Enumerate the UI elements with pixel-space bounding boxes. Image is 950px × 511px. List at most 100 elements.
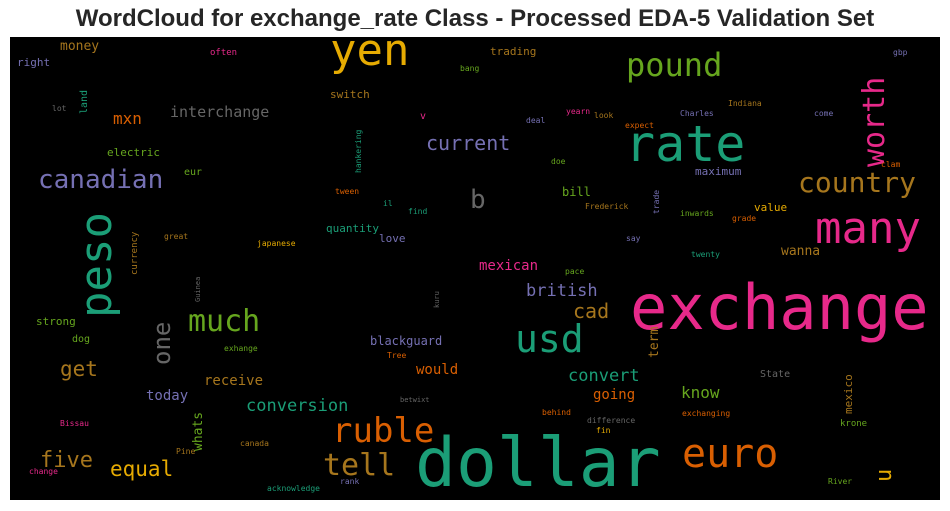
word-hankering: hankering [354,129,363,173]
word-kuru: kuru [433,291,441,308]
word-acknowledge: acknowledge [267,484,320,493]
word-lot: lot [52,104,67,113]
word-pound: pound [626,46,723,84]
word-indiana: Indiana [728,99,762,108]
word-great: great [164,232,189,241]
word-charles: Charles [680,109,714,118]
word-interchange: interchange [170,103,270,121]
word-deal: deal [526,116,546,125]
word-quantity: quantity [326,222,379,235]
word-dollar: dollar [415,424,661,500]
word-switch: switch [330,88,370,101]
word-electric: electric [107,146,160,159]
word-behind: behind [542,408,571,417]
word-current: current [426,131,511,155]
word-come: come [814,109,834,118]
word-five: five [40,448,93,473]
word-mexican: mexican [479,258,539,274]
word-money: money [60,39,100,54]
word-receive: receive [204,373,264,389]
word-land: land [79,89,90,114]
word-clam: clam [881,160,901,169]
word-u: u [872,468,897,482]
word-betwixt: betwixt [400,396,430,404]
word-rate: rate [625,115,746,173]
word-expect: expect [625,121,654,130]
word-today: today [146,388,189,404]
word-british: british [526,281,598,301]
word-trading: trading [490,45,537,58]
word-frederick: Frederick [585,202,629,211]
word-many: many [815,203,921,254]
word-rank: rank [340,477,360,486]
word-would: would [416,362,459,378]
chart-title: WordCloud for exchange_rate Class - Proc… [75,5,875,32]
wordcloud-canvas: dollar exchange yen rate many peso euro usd rubl… [10,37,940,500]
word-peso: peso [71,212,122,318]
word-exchanging: exchanging [682,409,731,418]
word-dog: dog [72,334,91,345]
word-worth: worth [857,76,892,167]
word-strong: strong [36,315,76,328]
word-blackguard: blackguard [370,334,443,348]
word-state: State [760,369,791,380]
word-get: get [60,357,98,381]
word-tree: Tree [387,351,407,360]
word-krone: krone [840,419,868,429]
word-usd: usd [515,317,584,361]
word-b: b [470,185,486,215]
word-convert: convert [568,366,640,386]
word-river: River [828,477,853,486]
word-love: love [379,232,406,245]
word-one: one [148,321,176,365]
word-pace: pace [565,267,585,276]
word-doe: doe [551,157,566,166]
word-fin: fin [596,426,611,435]
word-cad: cad [573,299,610,323]
word-canadian: canadian [38,165,164,195]
word-mxn: mxn [113,109,142,128]
word-conversion: conversion [246,396,349,416]
word-euro: euro [682,431,779,477]
word-find: find [408,207,428,216]
word-v: v [420,111,427,122]
word-bang: bang [460,64,480,73]
word-trade: trade [652,189,661,214]
word-twenty: twenty [691,250,720,259]
word-gbp: gbp [893,48,908,57]
word-equal: equal [110,457,174,481]
word-term: term [647,326,662,358]
word-grade: grade [732,214,757,223]
word-say: say [626,234,641,243]
word-know: know [681,383,720,402]
word-wanna: wanna [781,244,821,259]
word-going: going [593,387,636,403]
word-look: look [594,111,614,120]
word-guinea: Guinea [194,276,202,302]
word-japanese: japanese [257,239,296,248]
word-tell: tell [323,448,396,483]
word-value: value [754,201,788,214]
word-exchange: exchange [630,271,929,344]
word-tween: tween [335,187,360,196]
word-currency: currency [130,231,140,275]
word-change: change [29,467,58,476]
word-inwards: inwards [680,209,714,218]
word-bill: bill [562,185,591,199]
word-whats: whats [191,411,206,451]
word-ruble: ruble [332,411,435,451]
word-much: much [188,304,261,339]
word-bissau: Bissau [60,419,89,428]
word-maximum: maximum [695,165,742,178]
word-mexico: mexico [842,374,855,414]
word-il: il [383,199,393,208]
word-often: often [210,48,238,58]
word-exhange: exhange [224,344,258,353]
word-canada: canada [240,439,269,448]
word-country: country [798,166,917,199]
word-yen: yen [330,37,410,76]
word-eur: eur [184,167,203,178]
word-pine: Pine [176,447,196,456]
word-yearn: yearn [566,107,591,116]
word-right: right [17,56,51,69]
